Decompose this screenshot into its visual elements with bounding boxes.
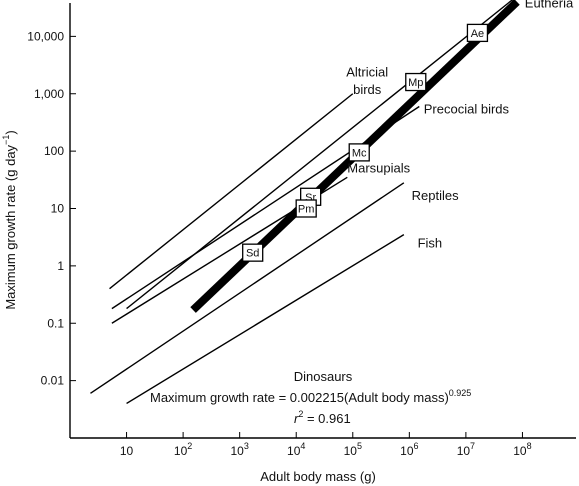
x-tick-base: 10	[344, 444, 358, 458]
species-point-box	[242, 243, 264, 262]
species-point-sd: Sd	[242, 243, 264, 262]
series-line-reptiles	[90, 182, 405, 394]
x-tick-label: 106	[400, 441, 418, 458]
x-tick-label: 105	[344, 441, 362, 458]
species-point-box	[348, 143, 370, 162]
species-point-label: Mp	[408, 77, 423, 89]
annotation-title: Dinosaurs	[294, 369, 353, 384]
species-point-label: Pm	[298, 204, 315, 216]
equation-text: Maximum growth rate = 0.002215(Adult bod…	[150, 390, 449, 405]
x-tick-base: 10	[120, 444, 134, 458]
species-point-ae: Ae	[466, 23, 489, 43]
x-tick-label: 108	[513, 441, 531, 458]
r2-value: = 0.961	[303, 411, 350, 426]
species-point-label: Sr	[305, 192, 316, 204]
x-tick-label: 104	[287, 441, 305, 458]
x-tick-label: 107	[457, 441, 475, 458]
y-tick-label: 0.1	[47, 316, 64, 330]
x-tick-base: 10	[230, 444, 244, 458]
r2-symbol: r	[294, 411, 299, 426]
species-point-box	[405, 72, 427, 92]
x-tick-base: 10	[287, 444, 301, 458]
x-axis-title: Adult body mass (g)	[260, 469, 376, 484]
species-point-label: Ae	[471, 28, 484, 40]
x-tick-exponent: 2	[187, 441, 192, 451]
ticks: 10 102 103 104 105 106 107 1080.010.11101001,00…	[27, 29, 531, 458]
y-tick-label: 10	[51, 202, 65, 216]
series-labels: Eutheria Altricial birds Precocial birds Mar…	[346, 0, 574, 250]
x-tick-label: 10	[120, 444, 134, 458]
equation-exponent: 0.925	[449, 388, 472, 398]
y-tick-label: 1,000	[34, 87, 64, 101]
series-line-eutheria	[126, 0, 514, 310]
x-tick-exponent: 8	[527, 441, 532, 451]
annotation-r2: r2 = 0.961	[294, 409, 351, 426]
species-point-label: Mc	[352, 147, 367, 159]
series-line-altricial-birds	[109, 93, 354, 290]
y-axis-title-exp: −1	[1, 135, 11, 145]
annotation-equation: Maximum growth rate = 0.002215(Adult bod…	[150, 388, 471, 405]
y-tick-label: 1	[57, 259, 64, 273]
x-tick-base: 10	[174, 444, 188, 458]
y-tick-label: 0.01	[41, 374, 65, 388]
series-line-fish	[126, 234, 405, 405]
x-tick-exponent: 5	[357, 441, 362, 451]
species-point-box	[466, 23, 489, 43]
x-tick-exponent: 7	[470, 441, 475, 451]
x-tick-exponent: 6	[414, 441, 419, 451]
series-label-altricial-1: Altricial	[346, 64, 388, 79]
y-axis-title-text: Maximum growth rate (g day	[3, 144, 18, 309]
x-tick-label: 103	[230, 441, 248, 458]
species-point-box	[295, 199, 317, 218]
series-label-eutheria: Eutheria	[525, 0, 574, 10]
species-point-pm: Pm	[295, 199, 317, 218]
y-tick-label: 100	[44, 144, 64, 158]
species-point-label: Sd	[246, 248, 259, 260]
x-tick-base: 10	[400, 444, 414, 458]
axes	[69, 3, 576, 439]
x-tick-base: 10	[513, 444, 527, 458]
x-tick-exponent: 4	[300, 441, 305, 451]
series-label-fish: Fish	[418, 235, 443, 250]
x-tick-label: 102	[174, 441, 192, 458]
y-axis-title: Maximum growth rate (g day−1)	[1, 130, 18, 309]
r2-exponent: 2	[298, 409, 303, 419]
series-label-reptiles: Reptiles	[412, 188, 459, 203]
series-label-altricial-2: birds	[353, 82, 382, 97]
y-tick-label: 10,000	[27, 29, 64, 43]
series-label-precocial: Precocial birds	[424, 102, 510, 117]
species-point-mc: Mc	[348, 143, 370, 162]
x-tick-exponent: 3	[244, 441, 249, 451]
series-label-marsupials: Marsupials	[347, 161, 410, 176]
x-tick-base: 10	[457, 444, 471, 458]
y-axis-title-close: )	[3, 130, 18, 134]
dinosaur-annotation: Dinosaurs Maximum growth rate = 0.002215…	[150, 369, 471, 426]
species-point-mp: Mp	[405, 72, 427, 92]
